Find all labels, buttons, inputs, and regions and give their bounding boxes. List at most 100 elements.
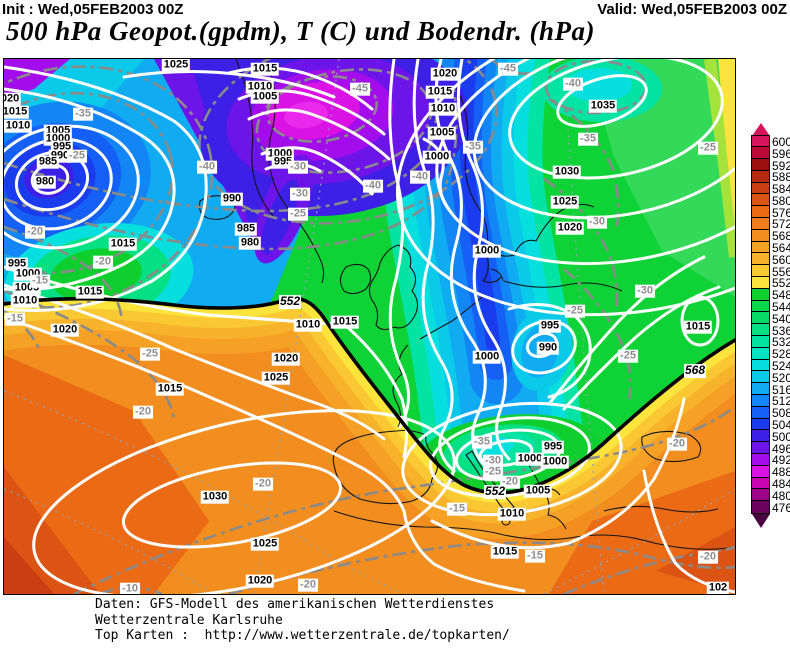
pressure-label: 1000 xyxy=(422,150,452,164)
height-contour-552 xyxy=(4,296,735,495)
colorbar-tick-label: 508 xyxy=(772,406,790,421)
colorbar-tick-label: 564 xyxy=(772,241,790,256)
footer-line-source: Daten: GFS-Modell des amerikanischen Wet… xyxy=(95,597,495,612)
colorbar-row: 588 xyxy=(751,169,790,185)
temperature-label: -25 xyxy=(288,207,308,221)
temperature-label: -15 xyxy=(30,274,50,288)
colorbar-row: 524 xyxy=(751,358,790,374)
pressure-label: 1005 xyxy=(250,90,280,104)
height-label: 552 xyxy=(278,294,302,309)
pressure-label: 1010 xyxy=(428,102,458,116)
temperature-label: -20 xyxy=(25,225,45,239)
pressure-label: 980 xyxy=(238,236,262,250)
colorbar-tick-label: 476 xyxy=(772,500,790,515)
temperature-label: -40 xyxy=(563,77,583,91)
colorbar-tick-label: 480 xyxy=(772,488,790,503)
temperature-label: -25 xyxy=(618,349,638,363)
temperature-label: -40 xyxy=(410,170,430,184)
colorbar-tick-label: 588 xyxy=(772,170,790,185)
pressure-label: 1000 xyxy=(540,455,570,469)
pressure-label: 1025 xyxy=(161,58,191,72)
colorbar-tick-label: 532 xyxy=(772,335,790,350)
pressure-label: 1015 xyxy=(250,62,280,76)
pressure-label: 1005 xyxy=(523,484,553,498)
colorbar-tick-label: 524 xyxy=(772,359,790,374)
temperature-label: -15 xyxy=(5,312,25,326)
temperature-label: -25 xyxy=(698,141,718,155)
colorbar-row: 600 xyxy=(751,134,790,149)
pressure-label: 1020 xyxy=(50,323,80,337)
pressure-label: 1010 xyxy=(293,318,323,332)
temperature-label: -20 xyxy=(698,550,718,564)
pressure-label: 1010 xyxy=(245,80,275,94)
pressure-label: 1000 xyxy=(515,452,545,466)
colorbar-row: 560 xyxy=(751,252,790,267)
temperature-label: -20 xyxy=(298,578,318,592)
pressure-label: 1015 xyxy=(155,382,185,396)
colorbar-row: 488 xyxy=(751,464,790,479)
colorbar-tick-label: 592 xyxy=(772,158,790,173)
weather-map: 1025101510101005100099510201015101010051… xyxy=(3,58,736,595)
colorbar-tick-label: 568 xyxy=(772,229,790,244)
temperature-label: -15 xyxy=(525,549,545,563)
colorbar-tick-label: 484 xyxy=(772,477,790,492)
colorbar-row: 592 xyxy=(751,158,790,173)
temperature-label: -30 xyxy=(288,160,308,174)
isobar-lines xyxy=(4,59,735,594)
colorbar-rows: 600 596 592 588 584 580 576 572 568 564 560 556 552 5… xyxy=(751,134,790,515)
colorbar-tick-label: 516 xyxy=(772,382,790,397)
temperature-label: -20 xyxy=(253,477,273,491)
pressure-label: 1025 xyxy=(261,371,291,385)
pressure-label: 1015 xyxy=(683,320,713,334)
temperature-label: -35 xyxy=(578,132,598,146)
colorbar-tick-label: 556 xyxy=(772,264,790,279)
colorbar-row: 476 xyxy=(751,500,790,515)
temperature-label: -25 xyxy=(140,347,160,361)
colorbar-row: 512 xyxy=(751,394,790,409)
temperature-contours xyxy=(4,59,735,594)
colorbar: 600 596 592 588 584 580 576 572 568 564 560 556 552 5… xyxy=(751,123,790,528)
colorbar-tick-label: 500 xyxy=(772,429,790,444)
colorbar-row: 540 xyxy=(751,311,790,326)
temperature-label: -45 xyxy=(350,82,370,96)
pressure-label: 1030 xyxy=(552,165,582,179)
pressure-label: 1020 xyxy=(245,574,275,588)
colorbar-tick-label: 512 xyxy=(772,394,790,409)
footer-credits: Daten: GFS-Modell des amerikanischen Wet… xyxy=(95,597,510,644)
graticule-lines xyxy=(4,59,735,594)
temperature-label: -40 xyxy=(197,160,217,174)
temperature-label: -20 xyxy=(133,405,153,419)
colorbar-row: 484 xyxy=(751,476,790,492)
temperature-label: -40 xyxy=(363,179,383,193)
temperature-label: -30 xyxy=(635,284,655,298)
pressure-label: 1020 xyxy=(271,352,301,366)
colorbar-tick-label: 552 xyxy=(772,276,790,291)
pressure-label: 1000 xyxy=(472,244,502,258)
temperature-label: -35 xyxy=(73,107,93,121)
pressure-label: 985 xyxy=(36,155,60,169)
colorbar-tick-label: 544 xyxy=(772,300,790,315)
colorbar-row: 584 xyxy=(751,181,790,196)
pressure-label: 980 xyxy=(33,175,57,189)
pressure-label: 990 xyxy=(536,341,560,355)
footer-line-org: Wetterzentrale Karlsruhe xyxy=(95,612,283,628)
colorbar-tick-label: 548 xyxy=(772,288,790,303)
pressure-label: 1015 xyxy=(425,85,455,99)
temperature-label: -10 xyxy=(120,582,140,595)
height-label: 552 xyxy=(483,484,507,499)
pressure-label: 1020 xyxy=(555,221,585,235)
pressure-label: 1030 xyxy=(200,490,230,504)
pressure-label: 1015 xyxy=(4,105,30,119)
pressure-label: 1015 xyxy=(108,237,138,251)
colorbar-tick-label: 504 xyxy=(772,418,790,433)
temperature-label: -35 xyxy=(472,435,492,449)
colorbar-tick-label: 600 xyxy=(772,134,790,149)
temperature-label: -25 xyxy=(67,149,87,163)
colorbar-row: 596 xyxy=(751,146,790,161)
temperature-label: -30 xyxy=(483,454,503,468)
colorbar-tick-label: 596 xyxy=(772,146,790,161)
temperature-label: -20 xyxy=(500,475,520,489)
pressure-label: 1015 xyxy=(490,545,520,559)
temperature-label: -25 xyxy=(483,465,503,479)
